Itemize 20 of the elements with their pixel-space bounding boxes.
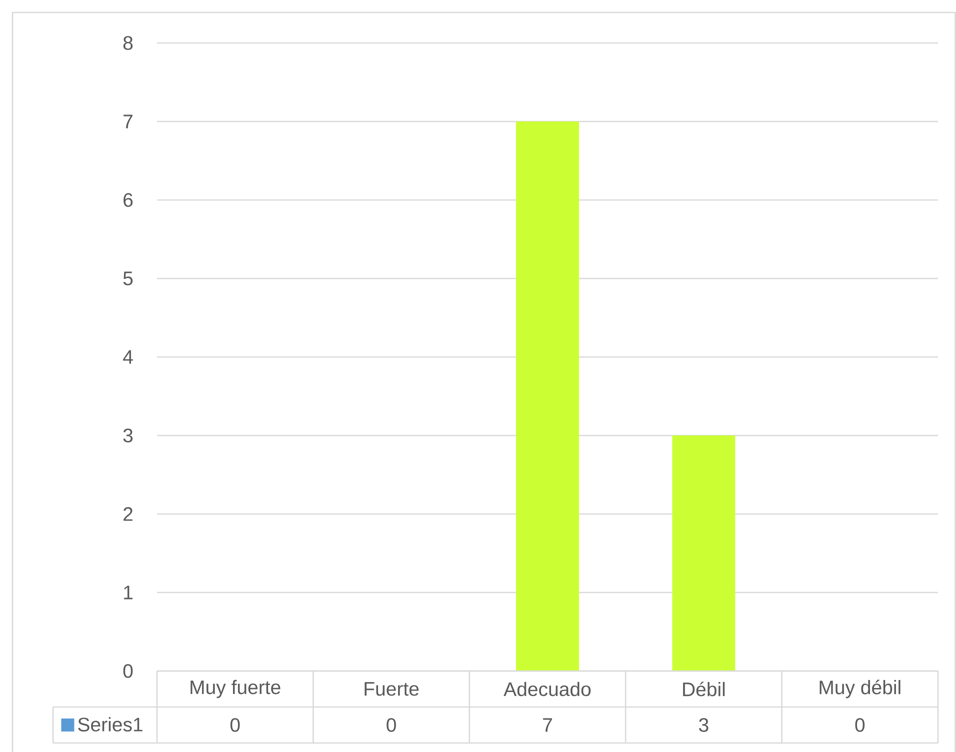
y-tick-label: 5	[123, 272, 133, 286]
y-tick-label: 4	[123, 350, 133, 364]
text: Series1	[78, 717, 142, 732]
y-tick-label: 0	[123, 664, 133, 678]
x-tick-label: Muy fuerte	[190, 680, 280, 698]
x-tick-label: Adecuado	[504, 682, 591, 696]
x-tick-label: Fuerte	[364, 682, 419, 696]
y-tick-label: 1	[124, 586, 132, 600]
y-tick-label: 6	[124, 193, 133, 207]
data-label: 3	[699, 718, 708, 732]
data-label: 0	[855, 718, 865, 732]
x-tick-label: Muy débil	[820, 680, 900, 698]
y-tick-label: 8	[123, 36, 133, 50]
y-tick-label: 3	[123, 428, 133, 442]
x-tick-label: Débil	[683, 682, 725, 696]
data-label: 0	[230, 718, 240, 732]
y-tick-label: 2	[124, 507, 132, 521]
data-label: 7	[543, 718, 552, 732]
y-tick-label: 7	[124, 114, 132, 128]
data-label: 0	[386, 718, 396, 732]
